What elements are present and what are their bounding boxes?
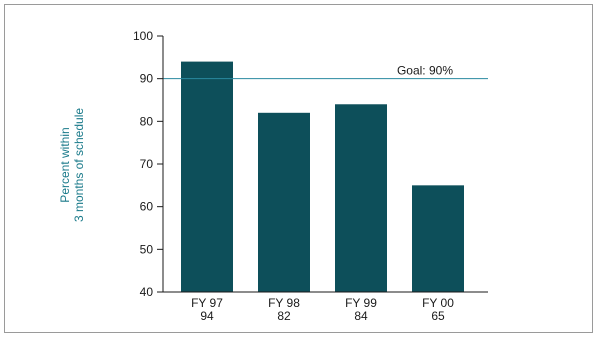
bar-fy-97	[181, 61, 233, 292]
y-tick-label: 40	[140, 285, 154, 299]
bar-fy-99	[335, 104, 387, 293]
value-label: 94	[200, 309, 214, 323]
bar-fy-98	[258, 112, 310, 292]
bar-fy-00	[412, 185, 464, 292]
y-tick-label: 60	[140, 200, 154, 214]
goal-label: Goal: 90%	[397, 64, 453, 78]
y-axis-title-line-2: 3 months of schedule	[72, 108, 86, 222]
y-tick-label: 90	[140, 72, 154, 86]
value-label: 65	[431, 309, 445, 323]
value-label: 82	[277, 309, 291, 323]
y-axis-title-line-1: Percent within	[58, 127, 72, 202]
y-tick-label: 70	[140, 157, 154, 171]
category-label: FY 97	[191, 296, 223, 310]
category-label: FY 99	[345, 296, 377, 310]
y-tick-label: 50	[140, 242, 154, 256]
category-label: FY 98	[268, 296, 300, 310]
value-label: 84	[354, 309, 368, 323]
y-tick-label: 80	[140, 114, 154, 128]
y-tick-label: 100	[133, 29, 153, 43]
category-label: FY 00	[422, 296, 454, 310]
